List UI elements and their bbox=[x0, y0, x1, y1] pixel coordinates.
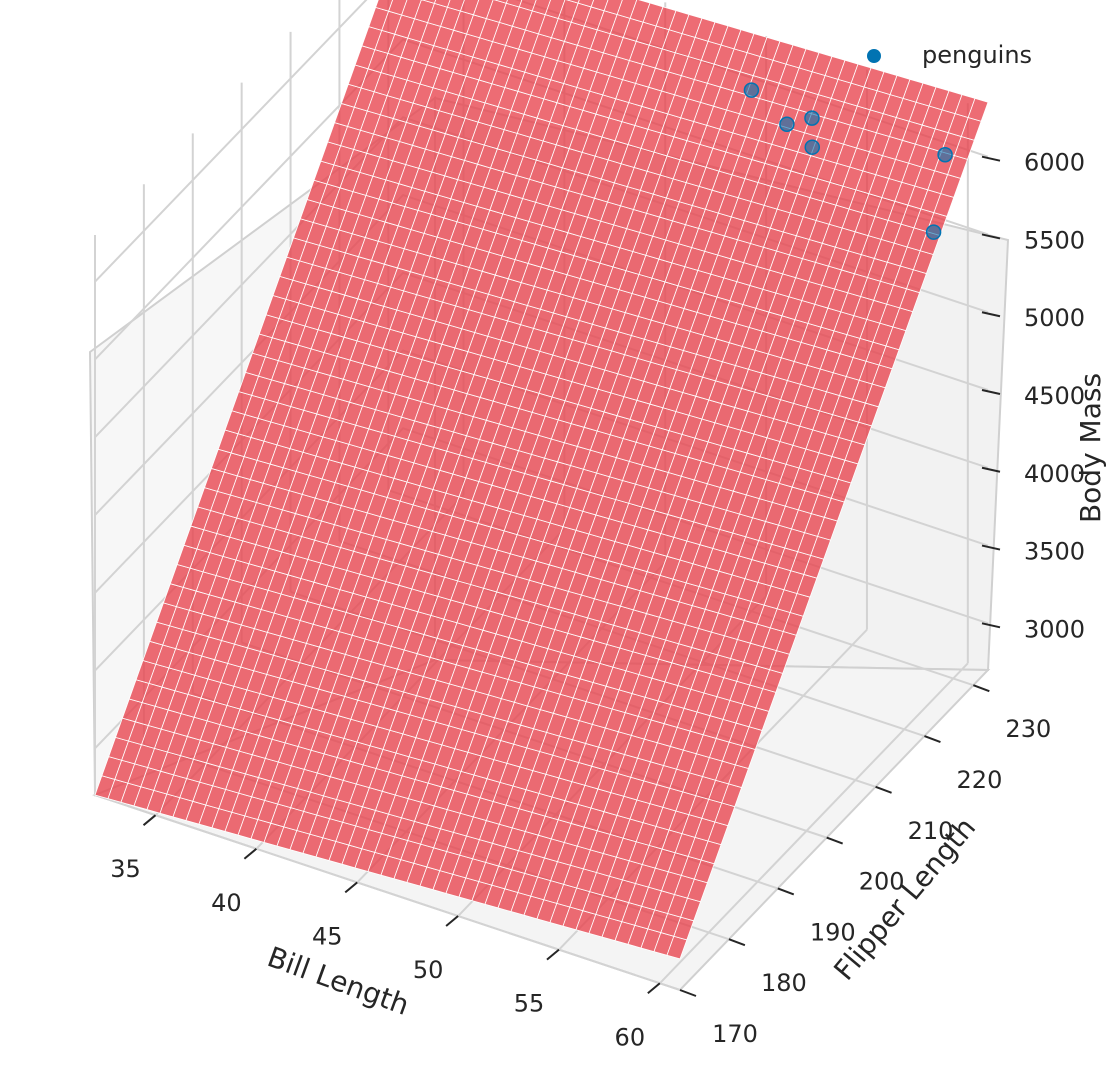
plane-cell bbox=[544, 0, 566, 19]
y-tick-label: 190 bbox=[810, 918, 856, 946]
z-axis-label: Body Mass bbox=[1074, 373, 1107, 523]
y-axis-label: Flipper Length bbox=[827, 811, 982, 987]
plane-cell bbox=[518, 0, 537, 12]
x-tick-mark bbox=[142, 814, 157, 826]
z-tick-label: 5000 bbox=[1024, 304, 1085, 332]
data-point bbox=[925, 224, 942, 240]
y-tick-label: 170 bbox=[712, 1020, 758, 1048]
x-tick-label: 60 bbox=[615, 1023, 646, 1051]
z-tick-label: 3000 bbox=[1024, 615, 1085, 643]
z-tick-mark bbox=[981, 622, 1001, 629]
y-tick-label: 210 bbox=[908, 817, 954, 845]
plane-cell bbox=[459, 0, 480, 16]
regression-plane bbox=[94, 0, 989, 960]
data-point bbox=[779, 116, 795, 132]
x-tick-mark bbox=[243, 848, 258, 860]
y-tick-mark bbox=[875, 785, 892, 794]
x-tick-label: 50 bbox=[413, 956, 444, 984]
plane-cell bbox=[616, 0, 638, 19]
x-tick-label: 55 bbox=[514, 990, 545, 1018]
plane-cell bbox=[388, 0, 408, 16]
x-tick-mark bbox=[445, 915, 459, 927]
z-tick-label: 4500 bbox=[1024, 382, 1085, 410]
x-tick-label: 40 bbox=[211, 889, 242, 917]
legend-marker bbox=[867, 49, 881, 63]
y-tick-mark bbox=[777, 887, 795, 896]
data-point bbox=[743, 82, 760, 98]
plane-cell bbox=[493, 0, 508, 4]
data-point bbox=[804, 110, 820, 126]
plane-cell bbox=[472, 0, 494, 20]
plane-cell bbox=[566, 0, 580, 4]
plane-cell bbox=[446, 0, 465, 12]
data-point bbox=[804, 139, 821, 155]
z-tick-label: 3500 bbox=[1024, 538, 1085, 566]
x-tick-mark bbox=[546, 948, 560, 961]
y-tick-label: 230 bbox=[1005, 715, 1051, 743]
y-tick-label: 180 bbox=[761, 969, 807, 997]
gridline-floor-y bbox=[94, 794, 681, 991]
plane-cell bbox=[421, 0, 437, 4]
z-tick-mark bbox=[981, 544, 1001, 551]
z-tick-mark bbox=[981, 389, 1001, 395]
plane-cell bbox=[603, 0, 623, 16]
y-tick-mark bbox=[679, 989, 697, 997]
z-tick-label: 5500 bbox=[1024, 226, 1085, 254]
data-point bbox=[937, 146, 953, 163]
y-tick-mark bbox=[826, 836, 844, 845]
y-tick-label: 220 bbox=[957, 766, 1003, 794]
y-tick-mark bbox=[924, 735, 941, 743]
z-tick-label: 6000 bbox=[1024, 149, 1085, 177]
legend-label: penguins bbox=[922, 41, 1032, 69]
x-tick-mark bbox=[344, 881, 358, 894]
gridline-floor-x bbox=[659, 662, 969, 984]
legend: penguins bbox=[867, 41, 1032, 69]
y-tick-mark bbox=[972, 684, 990, 693]
z-tick-mark bbox=[981, 466, 1001, 473]
y-tick-label: 200 bbox=[859, 868, 905, 896]
z-tick-mark bbox=[981, 311, 1001, 318]
z-tick-mark bbox=[981, 233, 1001, 240]
plane-cell bbox=[590, 0, 609, 12]
y-tick-mark bbox=[728, 938, 746, 947]
plane-cell bbox=[433, 0, 451, 8]
plane-cell bbox=[401, 0, 422, 20]
plane-cell bbox=[577, 0, 595, 8]
x-tick-label: 45 bbox=[312, 922, 343, 950]
z-tick-mark bbox=[981, 155, 1001, 162]
plane-cell bbox=[505, 0, 523, 8]
plane-cell bbox=[375, 0, 394, 12]
data-points bbox=[743, 82, 953, 240]
z-tick-label: 4000 bbox=[1024, 460, 1085, 488]
x-tick-label: 35 bbox=[110, 855, 141, 883]
x-tick-mark bbox=[647, 982, 661, 995]
x-axis-label: Bill Length bbox=[263, 940, 413, 1022]
plane-cell bbox=[531, 0, 551, 16]
plane-cell bbox=[967, 97, 989, 122]
